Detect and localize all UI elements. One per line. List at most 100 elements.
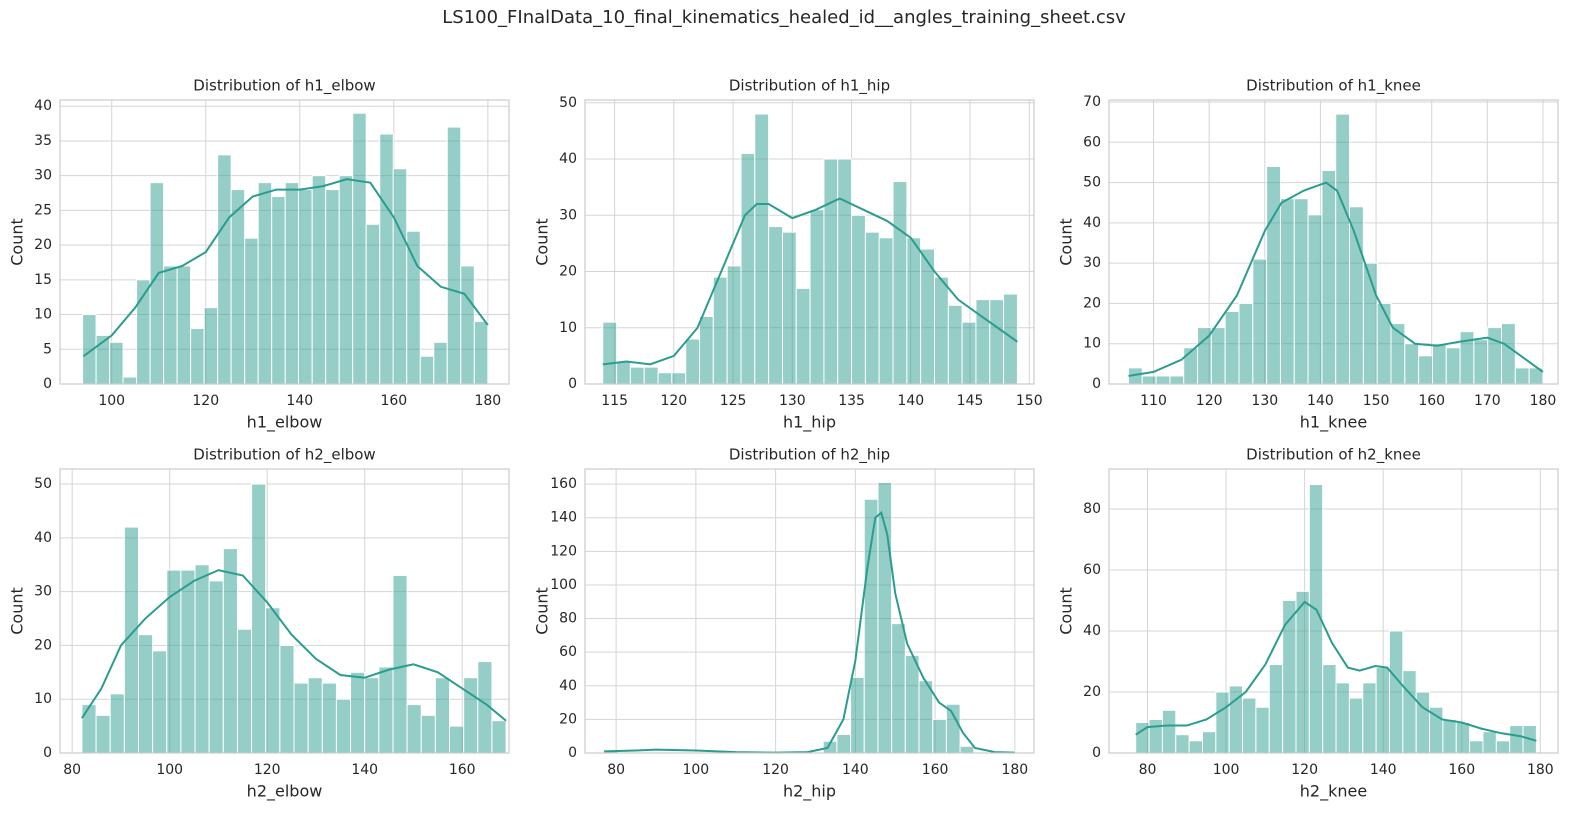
x-tick-label: 80 [1139,762,1157,778]
x-tick-label: 120 [1196,393,1223,409]
y-tick-label: 0 [1092,376,1101,392]
bar [1268,664,1284,754]
bar [1473,339,1489,385]
bar [1183,347,1199,385]
bar [392,168,408,385]
bar [1293,198,1309,385]
x-tick-label: 140 [1307,393,1334,409]
y-tick-label: 60 [559,644,577,660]
x-tick-label: 160 [380,393,407,409]
bar [325,189,340,385]
x-tick-label: 160 [922,762,949,778]
bar [406,230,421,385]
y-tick-label: 100 [550,577,577,593]
subplot-title: Distribution of h2_knee [1246,446,1421,465]
bar [712,276,728,385]
bar [616,361,631,385]
kde-line [1135,600,1537,742]
bar [975,299,991,385]
bar [1003,293,1018,385]
bar [1242,697,1257,754]
y-tick-label: 40 [1083,623,1101,639]
x-tick-label: 160 [1418,393,1445,409]
x-axis-label: h1_hip [783,413,836,433]
y-tick-label: 25 [34,202,52,218]
bar [81,704,97,754]
bar [906,237,922,385]
y-tick-label: 20 [559,264,577,280]
bar [1509,725,1524,754]
x-tick-label: 120 [762,762,789,778]
bar [836,734,852,754]
bar [265,607,281,754]
y-tick-label: 60 [1083,562,1101,578]
x-tick-label: 100 [156,762,183,778]
bar [878,237,894,385]
y-tick-label: 80 [559,611,577,627]
bar [699,316,714,385]
bar [137,634,154,754]
bar [1431,343,1447,385]
bar [176,265,192,385]
bar [768,226,783,385]
x-tick-label: 100 [98,393,125,409]
y-axis-label: Count [8,587,27,635]
bar [989,299,1005,385]
bar [1335,113,1351,385]
bar [378,666,394,754]
bar [449,725,465,754]
x-tick-label: 120 [660,393,687,409]
subplot: 0 10 20 30 40 50 115 120 125 130 135 140 145 150 Distr… [533,77,1043,433]
axes-frame [584,468,1035,754]
bar [933,276,949,385]
bar [945,703,961,754]
bar [335,698,352,754]
bar [180,569,196,754]
bar [95,714,111,754]
bar [918,680,934,754]
bar [1224,310,1240,385]
bar [1349,206,1364,385]
subplot-title: Distribution of h1_hip [729,77,890,96]
bar [671,372,687,385]
y-tick-label: 60 [1083,134,1101,150]
y-tick-label: 10 [34,307,52,323]
y-tick-label: 30 [559,207,577,223]
bar [1210,327,1226,385]
bar [864,231,880,385]
y-axis-label: Count [1057,587,1076,635]
y-tick-label: 35 [34,133,52,149]
bar [891,623,906,754]
x-tick-label: 100 [1213,762,1240,778]
bar [279,644,295,754]
bar [1429,706,1444,754]
y-tick-label: 120 [550,543,577,559]
y-tick-label: 10 [559,320,577,336]
y-tick-label: 30 [34,168,52,184]
bar [1266,165,1281,385]
x-axis-label: h1_knee [1300,413,1367,433]
x-tick-label: 160 [1448,762,1475,778]
x-tick-label: 170 [1474,393,1501,409]
y-tick-label: 30 [1083,255,1101,271]
x-axis-label: h2_elbow [247,782,323,802]
y-tick-label: 40 [1083,215,1101,231]
axes-frame [1108,468,1559,754]
bar [959,745,975,754]
x-tick-label: 180 [1530,393,1557,409]
x-tick-label: 120 [1291,762,1318,778]
y-tick-label: 0 [568,745,577,761]
bar [163,265,178,385]
bar [1418,355,1433,385]
bar [961,321,977,385]
bar [190,327,205,385]
bar [463,677,479,754]
bar [244,237,259,385]
x-axis-label: h2_knee [1300,782,1367,802]
bar [1255,706,1270,754]
y-tick-label: 50 [34,476,52,492]
x-tick-label: 100 [682,762,709,778]
x-tick-label: 110 [1140,393,1167,409]
bar [1279,198,1295,385]
